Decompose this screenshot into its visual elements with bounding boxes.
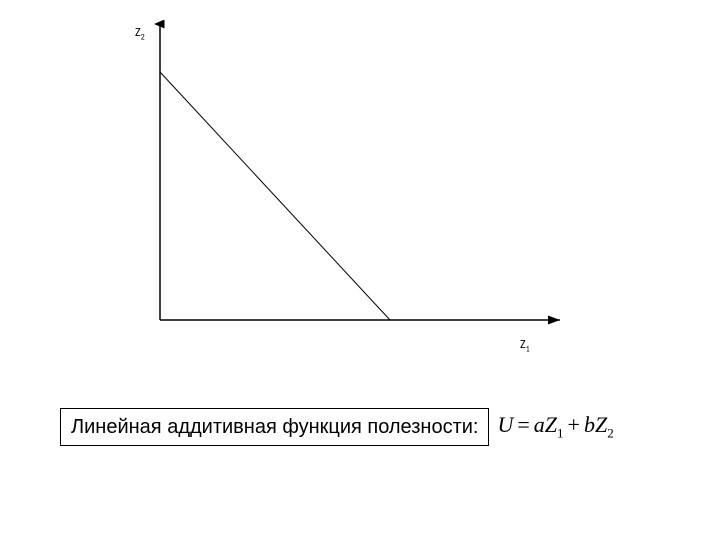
formula-eq: = xyxy=(513,412,533,437)
y-axis-sub: 2 xyxy=(141,32,145,42)
indifference-line xyxy=(160,72,390,320)
formula-plus: + xyxy=(564,412,584,437)
formula-sub1: 1 xyxy=(557,426,564,441)
y-axis-label: Z2 xyxy=(135,26,145,42)
formula-lhs: U xyxy=(497,412,513,437)
x-axis-sub: 1 xyxy=(526,344,530,354)
formula-z2: Z xyxy=(595,412,607,437)
utility-chart: Z2 Z1 xyxy=(90,20,570,360)
formula-a: a xyxy=(534,412,545,437)
caption-text: Линейная аддитивная функция полезности: xyxy=(71,416,478,438)
formula-z1: Z xyxy=(545,412,557,437)
x-axis-label: Z1 xyxy=(520,338,530,354)
formula-b: b xyxy=(584,412,595,437)
utility-formula: U=aZ1+bZ2 xyxy=(497,412,613,441)
chart-svg xyxy=(90,20,570,360)
caption-box: Линейная аддитивная функция полезности: xyxy=(60,408,489,446)
caption-row: Линейная аддитивная функция полезности: … xyxy=(60,408,614,446)
formula-sub2: 2 xyxy=(607,426,614,441)
